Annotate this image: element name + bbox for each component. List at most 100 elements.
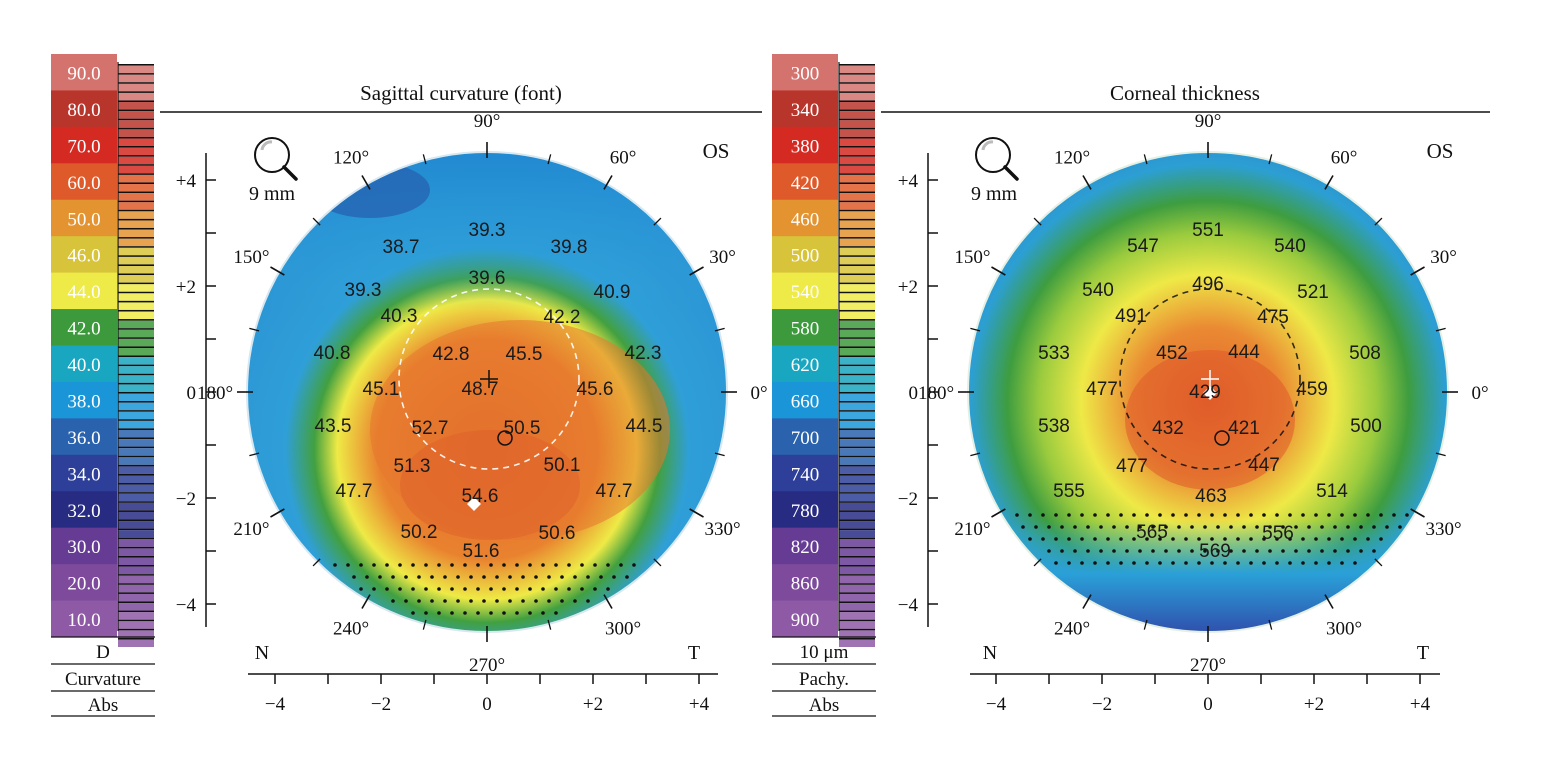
angle-tick	[1410, 266, 1425, 276]
angle-minor-tick	[1033, 558, 1042, 567]
mask-dot	[1288, 513, 1292, 517]
map-value: 540	[1082, 280, 1114, 301]
zoom-icon[interactable]	[975, 137, 1019, 181]
legend-tick	[118, 592, 154, 594]
mask-dot	[606, 587, 610, 591]
mask-dot	[573, 599, 577, 603]
map-value: 477	[1116, 456, 1148, 477]
legend-tick	[118, 328, 154, 330]
angle-minor-tick	[249, 452, 260, 457]
mask-dot	[567, 587, 571, 591]
mask-dot	[1054, 561, 1058, 565]
mask-dot	[1099, 549, 1103, 553]
mask-dot	[1197, 513, 1201, 517]
map-value: 50.5	[504, 418, 541, 439]
scale-swatch	[51, 418, 117, 456]
legend-tick	[839, 601, 875, 604]
mask-dot	[495, 575, 499, 579]
legend-tick	[118, 355, 154, 358]
legend-band	[839, 457, 875, 465]
map-value: 477	[1086, 379, 1118, 400]
map-value: 547	[1127, 236, 1159, 257]
legend-tick	[839, 546, 875, 549]
thickness-scale-mode: Abs	[809, 695, 840, 716]
mask-dot	[1086, 525, 1090, 529]
scale-value: 780	[791, 501, 820, 522]
mask-dot	[1392, 513, 1396, 517]
mask-dot	[463, 611, 467, 615]
legend-tick	[839, 145, 875, 148]
scale-value: 380	[791, 136, 820, 157]
angle-minor-tick	[653, 558, 662, 567]
mask-dot	[417, 575, 421, 579]
mask-dot	[1288, 561, 1292, 565]
map-value: 51.3	[394, 456, 431, 477]
mask-dot	[1353, 513, 1357, 517]
mask-dot	[1359, 549, 1363, 553]
mask-dot	[1203, 525, 1207, 529]
scale-value: 90.0	[67, 64, 100, 85]
mask-dot	[560, 599, 564, 603]
legend-tick	[118, 100, 154, 103]
legend-tick	[839, 628, 875, 631]
legend-band	[839, 375, 875, 383]
legend-band	[839, 311, 875, 320]
mask-dot	[1288, 537, 1292, 541]
mask-dot	[1112, 549, 1116, 553]
thickness-y-axis: +4 +2 0 −2 −4	[898, 153, 938, 627]
mask-dot	[1262, 537, 1266, 541]
mask-dot	[521, 599, 525, 603]
mask-dot	[1216, 549, 1220, 553]
legend-band	[118, 621, 154, 629]
thickness-panel: 300 340 380 420 460 500 540 580 620 660 700 740 780 8…	[772, 54, 1490, 717]
legend-tick	[118, 492, 154, 494]
mask-dot	[398, 563, 402, 567]
mask-dot	[398, 587, 402, 591]
angle-tick	[991, 266, 1006, 276]
mask-dot	[528, 611, 532, 615]
legend-tick	[839, 583, 875, 585]
zoom-icon[interactable]	[254, 137, 298, 181]
legend-band	[118, 247, 154, 256]
mask-dot	[1080, 537, 1084, 541]
legend-band	[118, 366, 154, 374]
x-tick-label: +4	[1410, 694, 1431, 715]
mask-dot	[1151, 549, 1155, 553]
legend-tick	[118, 555, 154, 558]
thickness-angle-ring: 90° 60° 30° 0° 330° 300° 270° 240° 210° 180° 150° 1…	[918, 111, 1489, 676]
angle-minor-tick	[422, 154, 427, 165]
angle-label: 210°	[954, 519, 990, 540]
mask-dot	[1314, 537, 1318, 541]
mask-dot	[554, 611, 558, 615]
mask-dot	[554, 587, 558, 591]
mask-dot	[1047, 525, 1051, 529]
map-value: 39.3	[345, 280, 382, 301]
x-tick-label: 0	[482, 694, 492, 715]
legend-band	[118, 138, 154, 146]
legend-tick	[118, 127, 154, 130]
thickness-mask-dots	[1015, 513, 1409, 565]
legend-band	[839, 366, 875, 374]
legend-band	[118, 347, 154, 356]
mask-dot	[450, 587, 454, 591]
x-tick-label: −2	[371, 694, 391, 715]
legend-tick	[118, 282, 154, 285]
angle-minor-tick	[1143, 619, 1148, 630]
legend-band	[118, 102, 154, 110]
legend-tick	[118, 574, 154, 576]
legend-band	[839, 247, 875, 256]
scale-value: 46.0	[67, 246, 100, 267]
legend-band	[118, 284, 154, 292]
legend-band	[839, 238, 875, 247]
legend-tick	[118, 246, 154, 248]
legend-tick	[118, 446, 154, 449]
mask-dot	[528, 587, 532, 591]
mask-dot	[456, 599, 460, 603]
legend-band	[839, 575, 875, 584]
legend-band	[118, 630, 154, 638]
curvature-zoom-label: 9 mm	[249, 183, 296, 205]
mask-dot	[1145, 513, 1149, 517]
curvature-temporal-label: T	[688, 642, 700, 664]
legend-tick	[839, 437, 875, 440]
